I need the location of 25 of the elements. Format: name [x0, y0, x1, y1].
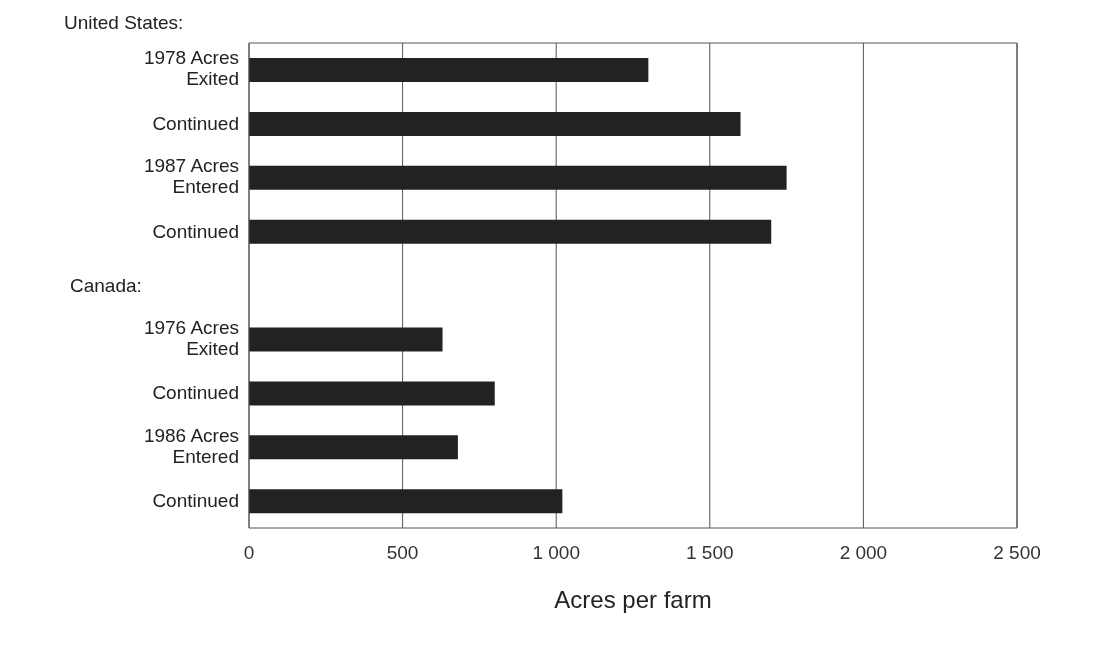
y-tick-label: Continued — [152, 112, 239, 134]
y-tick-label: 1986 Acres Entered — [143, 424, 239, 467]
x-tick-label: 2 500 — [993, 542, 1041, 564]
text: Canada: — [70, 274, 142, 296]
x-tick-label: 0 — [243, 542, 255, 564]
bar — [249, 489, 563, 514]
y-tick-label: Continued — [152, 490, 239, 512]
bar — [249, 111, 741, 136]
y-tick-label: Continued — [152, 382, 239, 404]
y-tick-label: 1976 Acres Exited — [143, 316, 239, 359]
text: United States: — [64, 12, 184, 34]
bar — [249, 435, 458, 460]
y-tick-label: 1978 Acres Exited — [143, 47, 239, 90]
x-axis-title: Acres per farm — [554, 586, 712, 613]
bar — [249, 219, 772, 244]
bar — [249, 381, 495, 406]
x-tick-label: 2 000 — [839, 542, 888, 564]
x-tick-label: 1 500 — [686, 542, 734, 564]
y-tick-label: 1987 Acres Entered — [143, 155, 239, 198]
y-tick-label: Continued — [152, 220, 239, 242]
bar — [249, 58, 649, 83]
x-tick-label: 500 — [386, 542, 419, 564]
bar — [249, 165, 787, 190]
bar — [249, 327, 443, 352]
x-tick-label: 1 000 — [532, 542, 580, 564]
